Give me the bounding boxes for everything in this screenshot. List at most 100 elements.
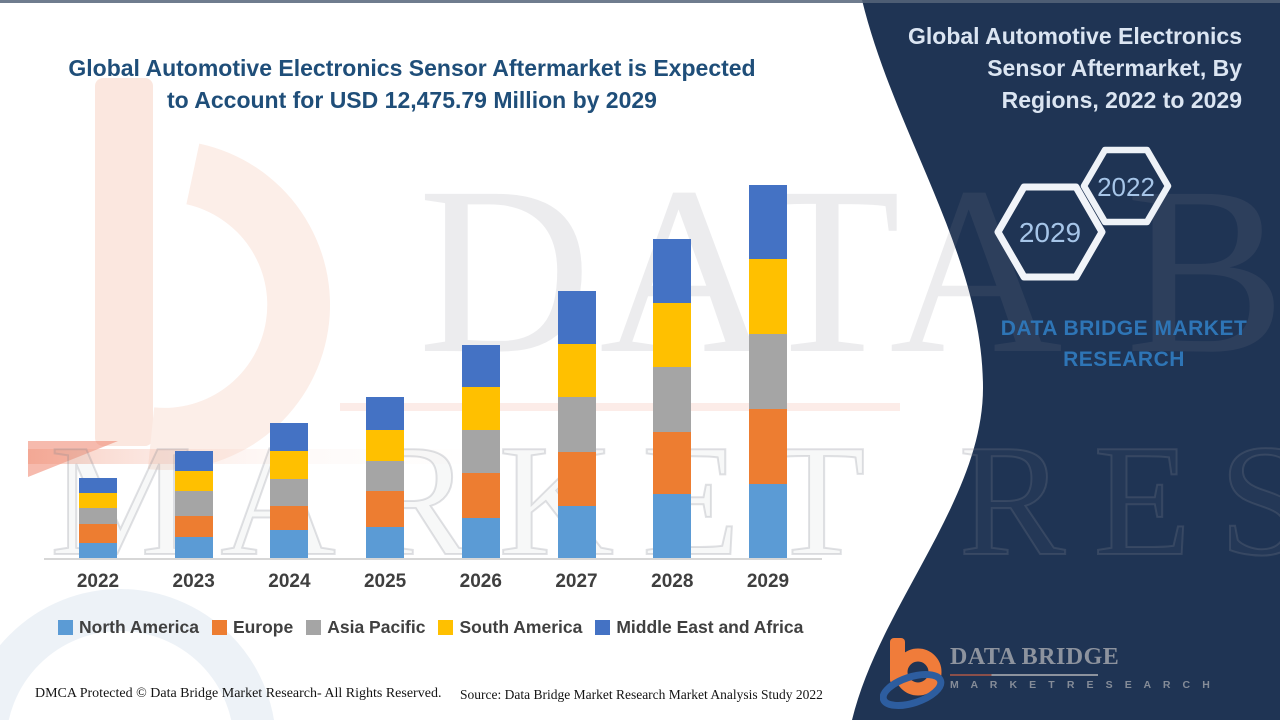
legend-item-middle-east-and-africa: Middle East and Africa: [595, 617, 803, 638]
legend-swatch: [595, 620, 611, 635]
legend-swatch: [58, 620, 73, 635]
chart-legend: North America Europe Asia Pacific South Ame…: [58, 617, 803, 638]
bar-2029-segment-north-america: [749, 484, 787, 558]
bar-2023-segment-asia-pacific: [174, 491, 213, 516]
x-axis-label-2026: 2026: [459, 571, 502, 592]
bar-2024-segment-north-america: [270, 530, 309, 558]
logo-b-bowl: [894, 648, 942, 696]
bar-2025-segment-europe: [366, 491, 405, 528]
bar-2027-segment-europe: [557, 452, 596, 507]
hexagon-2029-label: 2029: [1019, 217, 1081, 248]
bar-2024-segment-middle-east-and-africa: [270, 423, 309, 451]
bar-2022-segment-europe: [79, 524, 117, 544]
hexagon-2022: [1080, 146, 1172, 226]
watermark-b-bowl: [147, 143, 331, 471]
bar-2022: [79, 478, 117, 558]
bar-2027-segment-middle-east-and-africa: [557, 291, 596, 345]
legend-swatch: [306, 620, 322, 635]
bar-2024-segment-asia-pacific: [270, 479, 309, 506]
bar-2025-segment-asia-pacific: [366, 461, 405, 492]
bar-2029: [749, 185, 787, 558]
bar-2027-segment-asia-pacific: [557, 397, 596, 453]
panel-title-line1: Global Automotive Electronics: [908, 23, 1242, 49]
legend-item-europe: Europe: [211, 617, 294, 638]
page-title-line1: Global Automotive Electronics Sensor Aft…: [68, 55, 756, 81]
legend-item-north-america: North America: [58, 617, 199, 638]
bar-2025-segment-north-america: [366, 527, 405, 558]
legend-label: Europe: [232, 617, 294, 637]
footer-dmca-text: DMCA Protected © Data Bridge Market Rese…: [35, 686, 442, 701]
panel-brand-line1: DATA BRIDGE MARKET: [1000, 317, 1248, 340]
bar-2023-segment-south-america: [174, 470, 213, 492]
bar-2022-segment-asia-pacific: [79, 508, 117, 525]
bar-2028-segment-asia-pacific: [653, 367, 692, 432]
dbmr-logo-subtitle: M A R K E T R E S E A R C H: [950, 679, 1215, 691]
legend-item-south-america: South America: [438, 617, 582, 638]
legend-swatch: [438, 620, 454, 635]
bar-2022-segment-north-america: [79, 543, 117, 558]
x-axis-label-2028: 2028: [651, 571, 694, 592]
bar-2026: [461, 344, 500, 558]
bar-2026-segment-south-america: [461, 387, 500, 430]
bar-2024: [270, 423, 309, 558]
dbmr-logo-name: DATA BRIDGE: [950, 644, 1120, 670]
x-axis-label-2025: 2025: [363, 571, 407, 592]
watermark-circle: [0, 589, 274, 720]
bar-2029-segment-asia-pacific: [749, 333, 787, 409]
panel-brand-text: DATA BRIDGE MARKET RESEARCH: [994, 313, 1254, 375]
hexagon-2029: [994, 183, 1106, 281]
bar-2025-segment-middle-east-and-africa: [366, 397, 405, 431]
legend-label: Asia Pacific: [327, 617, 426, 637]
dbmr-logo-glyph: [880, 638, 945, 709]
bar-2028: [653, 238, 692, 558]
bar-2025-segment-south-america: [366, 430, 405, 462]
page-title-line2: to Account for USD 12,475.79 Million by …: [167, 87, 657, 113]
bar-2026-segment-middle-east-and-africa: [461, 344, 500, 388]
bar-2023-segment-north-america: [174, 537, 213, 558]
bar-2022-segment-south-america: [79, 493, 117, 509]
bar-2029-segment-middle-east-and-africa: [749, 185, 787, 259]
bar-2026-segment-asia-pacific: [461, 429, 500, 473]
x-axis-label-2022: 2022: [76, 571, 120, 592]
top-border-line: [0, 0, 1280, 3]
hexagon-2022-label: 2022: [1097, 172, 1155, 202]
bar-2024-segment-south-america: [270, 450, 309, 480]
legend-swatch: [211, 620, 227, 635]
footer-source-text: Source: Data Bridge Market Research Mark…: [460, 687, 823, 702]
x-axis-line: [44, 558, 822, 560]
bar-2028-segment-middle-east-and-africa: [653, 238, 692, 303]
watermark-underline-faint: [340, 403, 900, 411]
bar-2024-segment-europe: [270, 505, 309, 530]
x-axis-label-2023: 2023: [172, 571, 215, 592]
bar-2027-segment-north-america: [557, 506, 596, 558]
bar-2028-segment-europe: [653, 431, 692, 494]
legend-label: Middle East and Africa: [616, 617, 804, 637]
panel-brand-line2: RESEARCH: [1063, 348, 1185, 371]
legend-item-asia-pacific: Asia Pacific: [306, 617, 425, 638]
logo-swoosh: [880, 671, 945, 709]
dbmr-logo-rule: [950, 674, 1098, 676]
bar-2023-segment-middle-east-and-africa: [174, 450, 213, 471]
bar-2022-segment-middle-east-and-africa: [79, 478, 117, 494]
bar-2023-segment-europe: [174, 515, 213, 538]
bar-2027: [557, 291, 596, 558]
bar-2026-segment-north-america: [461, 518, 500, 558]
panel-title: Global Automotive Electronics Sensor Aft…: [892, 20, 1242, 116]
bar-2029-segment-europe: [749, 408, 787, 485]
panel-title-line2: Sensor Aftermarket, By: [987, 55, 1242, 81]
bar-2028-segment-north-america: [653, 494, 692, 558]
bar-2023: [174, 450, 213, 558]
bar-2026-segment-europe: [461, 473, 500, 518]
x-axis-label-2024: 2024: [268, 571, 311, 592]
page-title: Global Automotive Electronics Sensor Aft…: [52, 52, 772, 116]
bar-2025: [366, 397, 405, 558]
dbmr-logo: DATA BRIDGE M A R K E T R E S E A R C H: [880, 630, 1215, 715]
legend-label: North America: [79, 617, 199, 637]
bar-2028-segment-south-america: [653, 302, 692, 368]
legend-label: South America: [459, 617, 583, 637]
panel-title-line3: Regions, 2022 to 2029: [1001, 87, 1242, 113]
